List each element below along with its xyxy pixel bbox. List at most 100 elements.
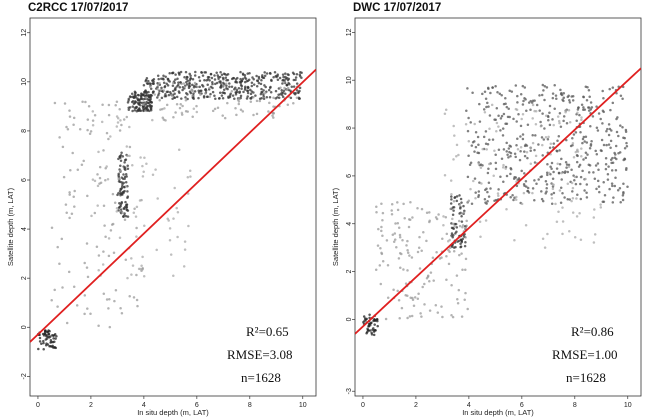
scatter-point: [221, 114, 224, 117]
scatter-point: [597, 168, 600, 171]
scatter-point: [386, 296, 390, 299]
scatter-point: [128, 154, 131, 158]
scatter-point: [526, 189, 529, 193]
scatter-point: [451, 226, 455, 230]
scatter-point: [136, 304, 139, 308]
scatter-point: [174, 111, 177, 114]
scatter-point: [139, 109, 143, 113]
scatter-point: [162, 78, 165, 81]
scatter-point: [561, 206, 564, 209]
scatter-point: [274, 89, 278, 93]
scatter-point: [133, 108, 137, 112]
scatter-point: [473, 122, 476, 126]
scatter-point: [123, 205, 127, 209]
scatter-point: [575, 149, 579, 152]
scatter-point: [213, 74, 216, 77]
scatter-point: [195, 110, 199, 114]
scatter-point: [495, 121, 499, 125]
scatter-point: [223, 73, 227, 76]
scatter-point: [144, 109, 147, 112]
scatter-point: [531, 117, 534, 120]
scatter-point: [65, 211, 68, 214]
scatter-point: [204, 88, 207, 91]
scatter-point: [606, 127, 609, 131]
scatter-point: [65, 125, 68, 129]
scatter-point: [546, 163, 549, 166]
scatter-point: [398, 316, 401, 320]
scatter-point: [167, 219, 170, 222]
scatter-point: [406, 248, 409, 252]
scatter-point: [218, 75, 222, 79]
scatter-point: [165, 103, 169, 107]
scatter-point: [196, 85, 199, 89]
y-tick-label: 0: [21, 325, 28, 329]
scatter-point: [468, 163, 472, 167]
scatter-point: [408, 254, 411, 257]
scatter-point: [208, 86, 211, 90]
scatter-point: [97, 150, 100, 154]
scatter-point: [546, 137, 550, 141]
scatter-point: [566, 198, 569, 201]
scatter-point: [551, 92, 555, 95]
scatter-point: [144, 79, 147, 83]
scatter-point: [146, 104, 150, 108]
scatter-point: [160, 77, 163, 81]
scatter-point: [585, 98, 589, 102]
scatter-point: [111, 192, 115, 196]
scatter-point: [124, 258, 128, 262]
scatter-point: [390, 209, 393, 212]
scatter-point: [602, 181, 605, 184]
scatter-point: [142, 274, 146, 278]
scatter-point: [431, 256, 435, 259]
scatter-point: [124, 185, 128, 188]
scatter-point: [108, 325, 112, 329]
scatter-point: [186, 79, 189, 83]
scatter-point: [621, 194, 625, 197]
scatter-point: [127, 106, 130, 109]
scatter-point: [418, 235, 421, 239]
scatter-point: [575, 160, 579, 164]
scatter-point: [162, 118, 166, 121]
scatter-point: [586, 86, 589, 89]
scatter-point: [474, 145, 478, 149]
scatter-point: [200, 89, 203, 93]
scatter-point: [151, 91, 155, 95]
scatter-point: [577, 106, 580, 109]
scatter-point: [109, 229, 113, 232]
scatter-point: [143, 89, 147, 93]
scatter-point: [554, 94, 558, 97]
scatter-point: [523, 184, 526, 187]
scatter-point: [61, 145, 65, 149]
scatter-point: [107, 254, 111, 258]
scatter-point: [126, 101, 130, 104]
scatter-point: [584, 135, 588, 139]
scatter-point: [561, 232, 564, 236]
scatter-point: [466, 87, 469, 90]
scatter-point: [244, 77, 248, 81]
scatter-point: [283, 86, 286, 90]
scatter-point: [561, 220, 565, 223]
scatter-point: [189, 175, 192, 178]
scatter-point: [487, 105, 490, 108]
scatter-point: [95, 245, 99, 249]
scatter-point: [507, 147, 511, 150]
scatter-point: [128, 95, 132, 98]
scatter-point: [551, 187, 555, 191]
scatter-point: [564, 109, 568, 112]
scatter-point: [259, 92, 263, 96]
scatter-point: [461, 224, 465, 227]
scatter-point: [260, 90, 263, 94]
scatter-point: [381, 218, 384, 222]
scatter-point: [102, 250, 105, 253]
scatter-point: [514, 84, 518, 87]
scatter-point: [53, 288, 56, 292]
scatter-point: [488, 114, 492, 117]
scatter-point: [187, 224, 190, 228]
scatter-point: [505, 174, 509, 178]
scatter-point: [599, 206, 603, 209]
scatter-point: [559, 88, 562, 92]
scatter-point: [201, 83, 204, 87]
scatter-point: [181, 104, 184, 108]
scatter-point: [119, 204, 122, 208]
scatter-point: [519, 146, 523, 149]
